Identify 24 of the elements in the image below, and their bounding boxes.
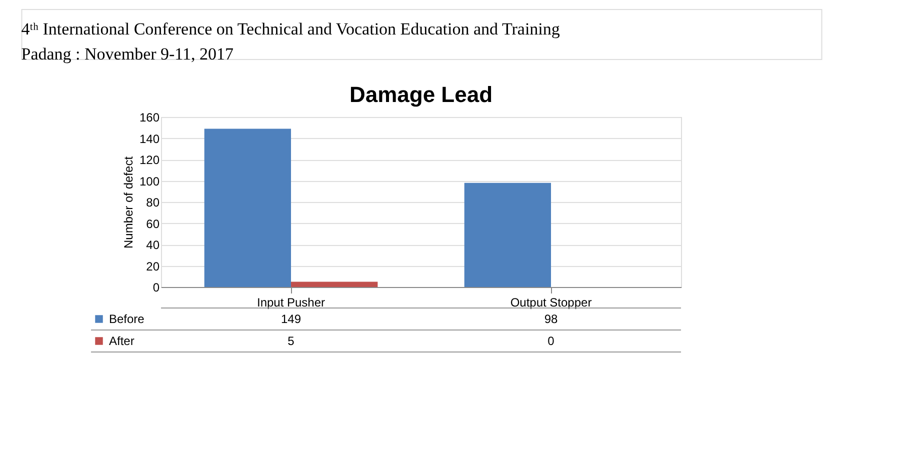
x-tick-label: Input Pusher	[256, 296, 326, 310]
legend-label: Before	[109, 312, 145, 326]
y-tick-label: 160	[139, 110, 160, 124]
y-tick-label: 40	[146, 238, 160, 252]
data-label: 98	[544, 312, 558, 326]
y-tick-label: 20	[146, 259, 160, 274]
y-tick-label: 60	[146, 216, 160, 231]
text: Padang : November 9-11, 2017	[21, 44, 234, 64]
data-label: 0	[548, 334, 555, 348]
bar	[464, 182, 551, 287]
y-tick-label: 0	[152, 280, 160, 294]
bar	[291, 282, 378, 287]
y-tick-label: 100	[139, 174, 160, 188]
x-tick-label: Output Stopper	[510, 296, 592, 310]
legend-label: After	[109, 334, 134, 348]
bar	[204, 128, 291, 287]
chart-title: Damage Lead	[349, 82, 493, 107]
y-tick-label: 80	[146, 196, 160, 210]
y-tick-label: 140	[139, 132, 160, 146]
y-axis-title: Number of defect	[121, 156, 136, 249]
text: 4ᵗʰ International Conference on Technical and Vocation Education and Training	[21, 20, 560, 38]
data-label: 5	[288, 334, 295, 348]
data-label: 149	[280, 312, 302, 326]
y-tick-label: 120	[139, 153, 160, 167]
